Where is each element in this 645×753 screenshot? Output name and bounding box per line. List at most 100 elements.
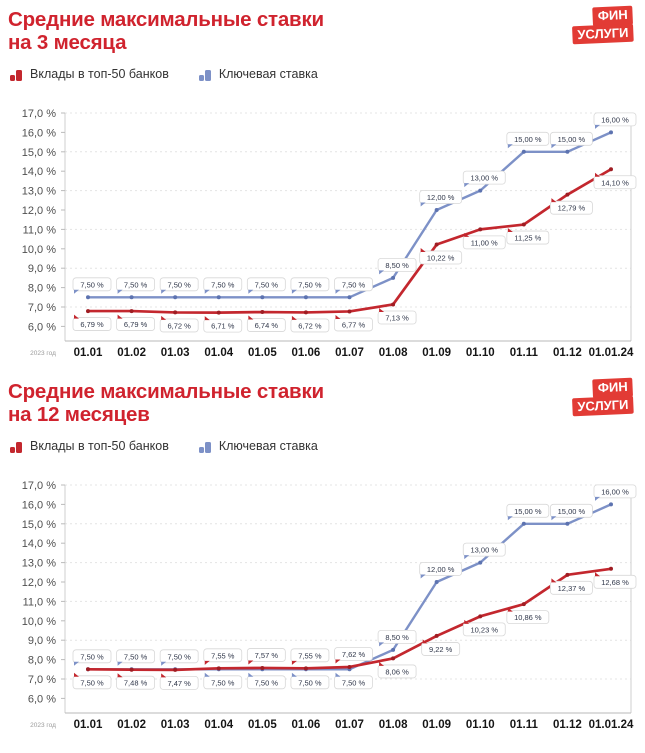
legend-item-key-rate: Ключевая ставка [198, 439, 318, 453]
svg-text:7,50 %: 7,50 % [298, 678, 322, 687]
svg-text:7,50 %: 7,50 % [80, 652, 104, 661]
svg-text:01.01: 01.01 [74, 719, 103, 731]
chart-svg: 6,0 % 7,0 % 8,0 % 9,0 % 10,0 % 11,0 % 12,0 % 13… [22, 108, 637, 359]
svg-text:7,0 %: 7,0 % [28, 674, 56, 686]
svg-text:7,50 %: 7,50 % [167, 652, 191, 661]
svg-text:13,00 %: 13,00 % [470, 174, 498, 183]
svg-text:11,0 %: 11,0 % [23, 596, 57, 608]
bar-chart-icon-red [10, 442, 23, 453]
svg-text:6,0 %: 6,0 % [28, 693, 56, 705]
svg-text:01.05: 01.05 [248, 719, 277, 731]
svg-text:7,0 %: 7,0 % [28, 302, 56, 314]
legend-item-deposits: Вклады в топ-50 банков [10, 439, 169, 453]
svg-text:7,50 %: 7,50 % [80, 280, 104, 289]
svg-text:01.04: 01.04 [204, 719, 233, 731]
legend-item-deposits: Вклады в топ-50 банков [10, 67, 169, 81]
svg-text:10,23 %: 10,23 % [470, 625, 498, 634]
svg-text:01.07: 01.07 [335, 719, 364, 731]
svg-text:01.04: 01.04 [204, 347, 233, 359]
svg-text:7,62 %: 7,62 % [342, 650, 366, 659]
svg-text:7,50 %: 7,50 % [124, 652, 148, 661]
svg-text:7,50 %: 7,50 % [298, 280, 322, 289]
svg-text:11,25 %: 11,25 % [514, 234, 541, 243]
logo-text-bottom: УСЛУГИ [571, 23, 634, 45]
svg-text:7,50 %: 7,50 % [255, 678, 279, 687]
svg-text:6,72 %: 6,72 % [167, 321, 191, 330]
legend-label-key-rate: Ключевая ставка [218, 67, 318, 81]
svg-text:12,00 %: 12,00 % [427, 193, 455, 202]
svg-text:12,79 %: 12,79 % [558, 204, 586, 213]
svg-text:7,50 %: 7,50 % [342, 678, 366, 687]
svg-text:7,50 %: 7,50 % [167, 280, 191, 289]
svg-text:7,55 %: 7,55 % [298, 651, 322, 660]
svg-text:01.08: 01.08 [379, 347, 408, 359]
svg-text:6,79 %: 6,79 % [124, 320, 148, 329]
svg-text:10,22 %: 10,22 % [427, 254, 455, 263]
svg-text:6,72 %: 6,72 % [298, 321, 322, 330]
svg-text:7,50 %: 7,50 % [211, 280, 235, 289]
svg-text:11,0 %: 11,0 % [23, 224, 57, 236]
svg-text:15,00 %: 15,00 % [514, 507, 542, 516]
finuslugi-logo: ФИН УСЛУГИ [571, 377, 634, 417]
svg-text:11,00 %: 11,00 % [471, 238, 498, 247]
legend: Вклады в топ-50 банков Ключевая ставка [10, 439, 318, 453]
legend-item-key-rate: Ключевая ставка [198, 67, 318, 81]
svg-text:2023 год: 2023 год [30, 350, 56, 357]
svg-text:16,0 %: 16,0 % [22, 127, 56, 139]
line-chart-12-months: 6,0 % 7,0 % 8,0 % 9,0 % 10,0 % 11,0 % 12,0 % 13… [0, 472, 645, 742]
finuslugi-logo: ФИН УСЛУГИ [571, 5, 634, 45]
svg-text:12,0 %: 12,0 % [22, 205, 56, 217]
svg-text:15,00 %: 15,00 % [558, 507, 586, 516]
svg-text:01.07: 01.07 [335, 347, 364, 359]
svg-text:10,0 %: 10,0 % [22, 616, 56, 628]
svg-text:8,06 %: 8,06 % [385, 667, 409, 676]
svg-text:7,13 %: 7,13 % [385, 313, 409, 322]
svg-text:10,86 %: 10,86 % [514, 613, 542, 622]
svg-text:9,0 %: 9,0 % [28, 263, 56, 275]
svg-text:9,22 %: 9,22 % [429, 645, 453, 654]
legend-label-deposits: Вклады в топ-50 банков [30, 439, 169, 453]
svg-text:8,0 %: 8,0 % [28, 655, 56, 667]
svg-text:12,0 %: 12,0 % [22, 577, 56, 589]
chart-title: Средние максимальные ставки на 3 месяца [8, 8, 324, 55]
svg-text:7,55 %: 7,55 % [211, 651, 235, 660]
svg-text:6,79 %: 6,79 % [80, 320, 104, 329]
svg-text:17,0 %: 17,0 % [22, 108, 56, 120]
svg-text:14,0 %: 14,0 % [22, 166, 56, 178]
title-line-1: Средние максимальные ставки [8, 380, 324, 403]
svg-text:16,00 %: 16,00 % [601, 487, 629, 496]
svg-text:13,0 %: 13,0 % [22, 558, 56, 570]
svg-text:01.10: 01.10 [466, 347, 495, 359]
svg-text:12,37 %: 12,37 % [558, 584, 586, 593]
svg-text:12,68 %: 12,68 % [601, 578, 629, 587]
svg-text:01.06: 01.06 [292, 719, 321, 731]
title-line-1: Средние максимальные ставки [8, 8, 324, 31]
svg-text:13,00 %: 13,00 % [470, 546, 498, 555]
svg-text:13,0 %: 13,0 % [22, 186, 56, 198]
bar-chart-icon-blue [198, 70, 212, 81]
svg-text:01.03: 01.03 [161, 719, 190, 731]
svg-text:14,10 %: 14,10 % [601, 178, 629, 187]
svg-text:7,57 %: 7,57 % [255, 651, 279, 660]
chart-title: Средние максимальные ставки на 12 месяце… [8, 380, 324, 427]
legend-label-deposits: Вклады в топ-50 банков [30, 67, 169, 81]
chart-section-12-months: Средние максимальные ставки на 12 месяце… [0, 372, 645, 753]
svg-text:8,50 %: 8,50 % [385, 633, 409, 642]
svg-text:7,50 %: 7,50 % [342, 280, 366, 289]
svg-text:01.12: 01.12 [553, 719, 582, 731]
svg-text:8,0 %: 8,0 % [28, 283, 56, 295]
bar-chart-icon-red [10, 70, 23, 81]
svg-text:6,77 %: 6,77 % [342, 320, 366, 329]
svg-text:12,00 %: 12,00 % [427, 565, 455, 574]
logo-text-bottom: УСЛУГИ [571, 395, 634, 417]
legend: Вклады в топ-50 банков Ключевая ставка [10, 67, 318, 81]
svg-text:7,47 %: 7,47 % [167, 679, 191, 688]
svg-text:01.05: 01.05 [248, 347, 277, 359]
bar-chart-icon-blue [198, 442, 212, 453]
svg-text:01.01: 01.01 [74, 347, 103, 359]
svg-text:6,74 %: 6,74 % [255, 321, 279, 330]
svg-text:6,71 %: 6,71 % [211, 322, 235, 331]
svg-text:01.09: 01.09 [422, 347, 451, 359]
svg-text:7,50 %: 7,50 % [255, 280, 279, 289]
svg-text:14,0 %: 14,0 % [22, 538, 56, 550]
